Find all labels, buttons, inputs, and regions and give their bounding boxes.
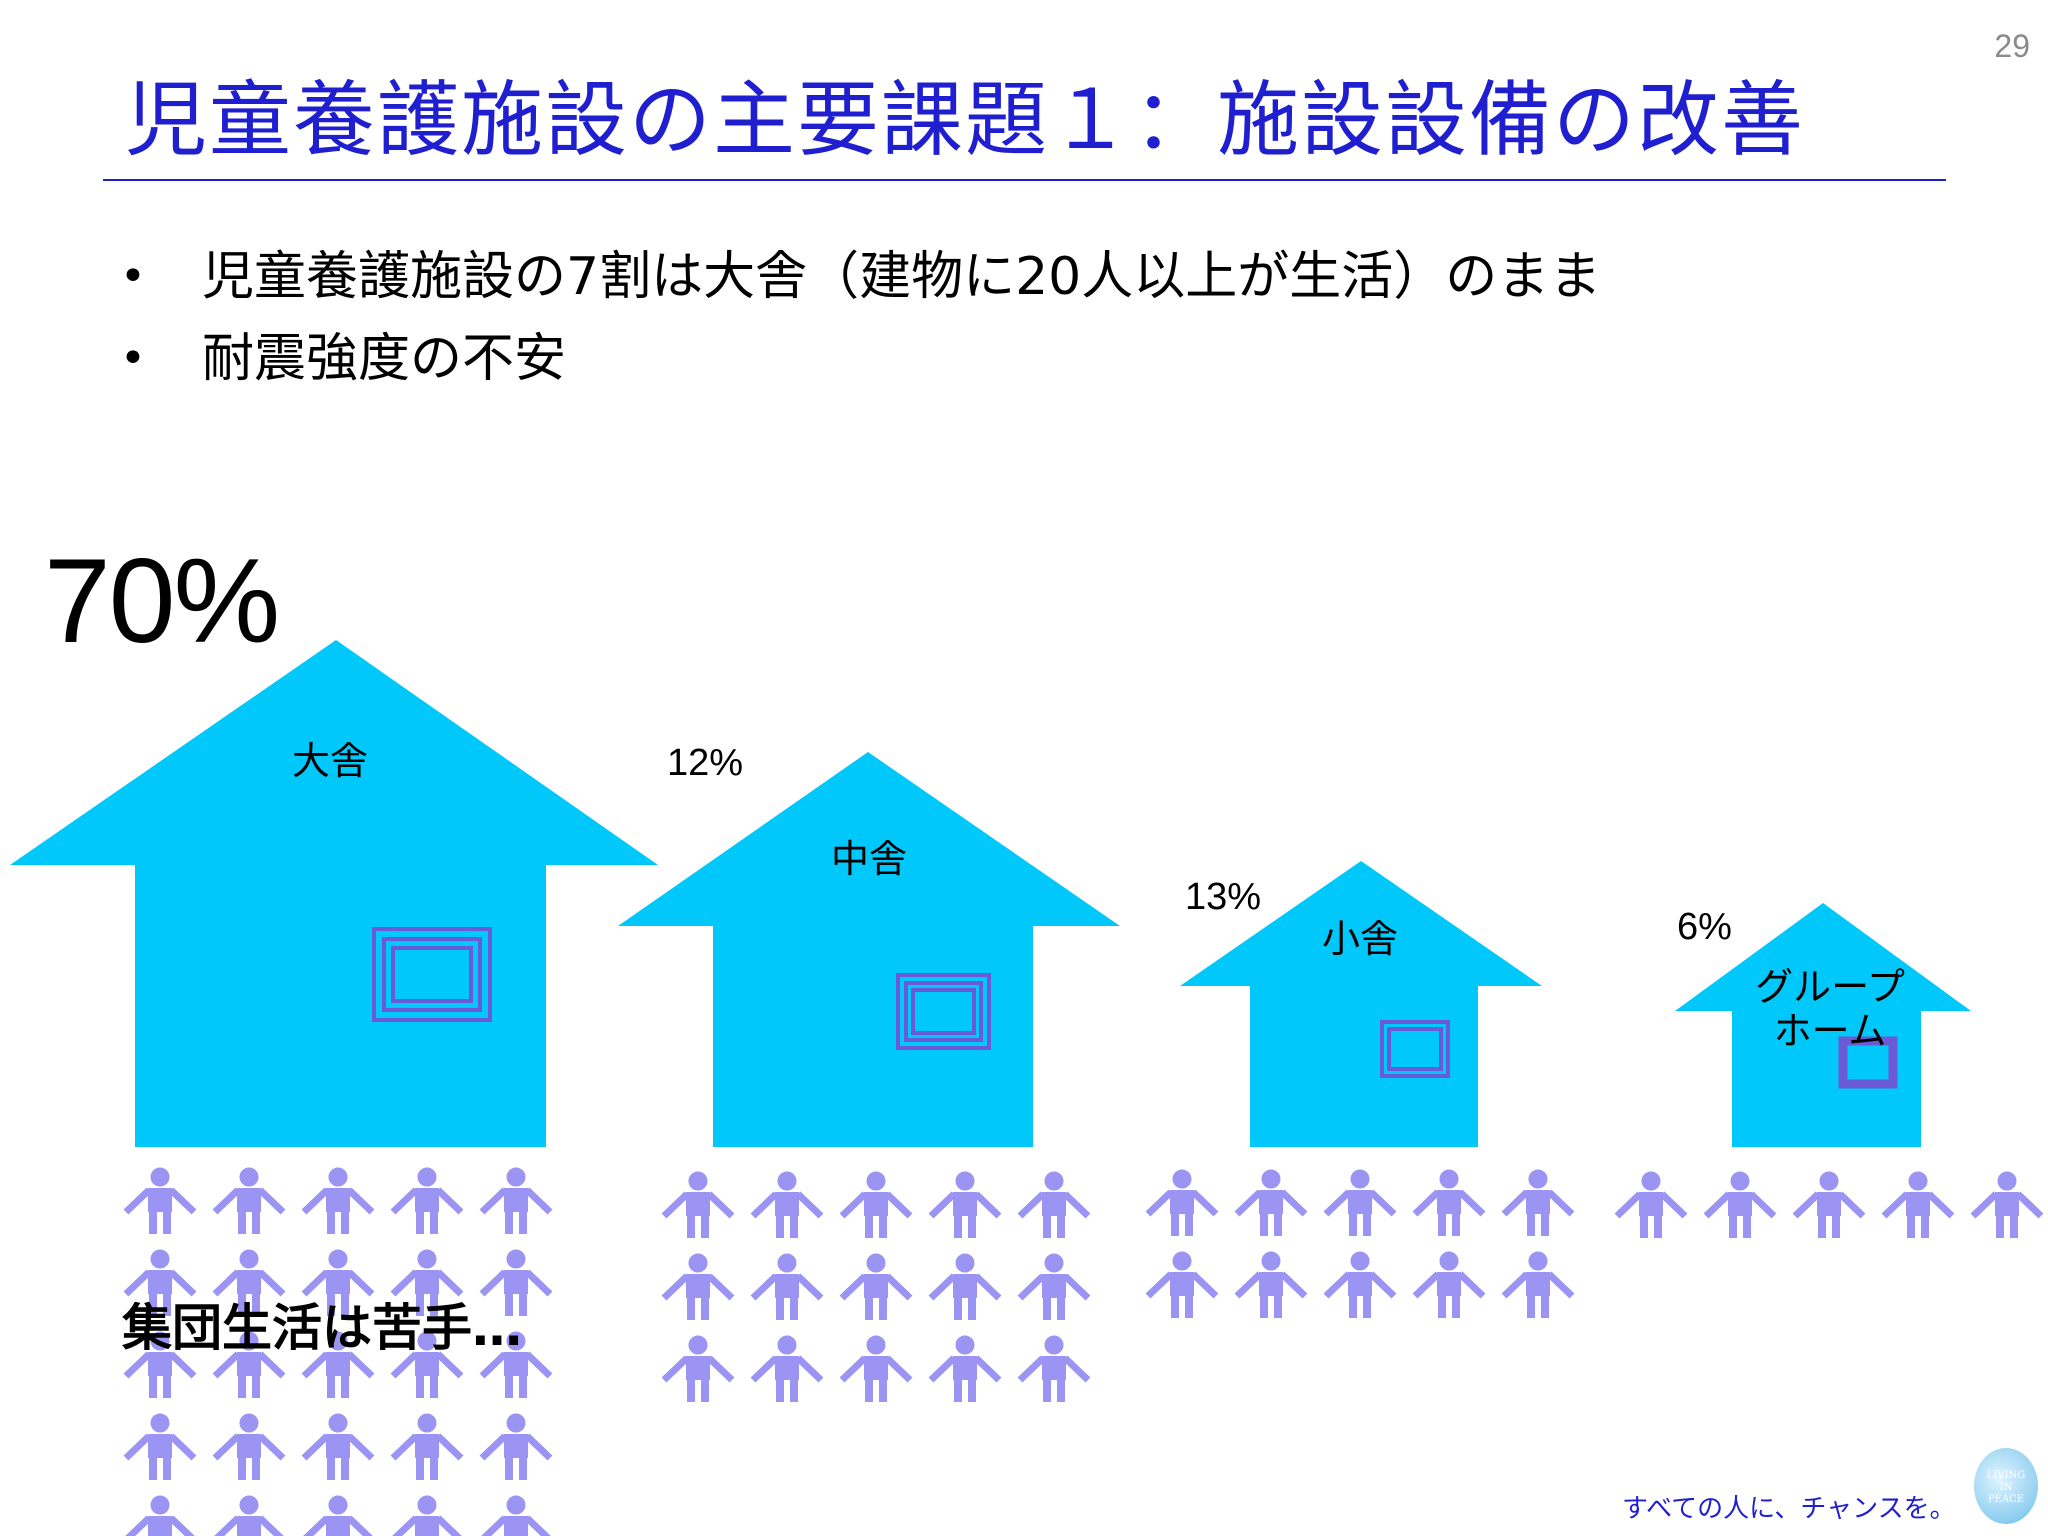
person-icon xyxy=(392,1495,462,1536)
person-icon xyxy=(750,1335,824,1402)
person-icon xyxy=(212,1249,286,1316)
house-label-small: 小舎 xyxy=(1322,917,1399,961)
person-icon xyxy=(390,1331,464,1398)
bullet-item: • 児童養護施設の7割は大舎（建物に20人以上が生活）のまま xyxy=(120,236,1601,318)
house-label-medium: 中舎 xyxy=(831,837,908,881)
person-icon xyxy=(839,1253,913,1320)
person-icon xyxy=(479,1413,553,1480)
person-icon xyxy=(301,1331,375,1398)
bullet-dot: • xyxy=(120,251,146,302)
house-large xyxy=(10,640,658,1147)
person-icon xyxy=(839,1171,913,1238)
bullet-text: 児童養護施設の7割は大舎（建物に20人以上が生活）のまま xyxy=(202,247,1602,307)
person-icon xyxy=(479,1249,553,1316)
bullet-text: 耐震強度の不安 xyxy=(202,329,567,389)
person-icon xyxy=(1792,1171,1866,1238)
person-icon xyxy=(928,1171,1002,1238)
house-small-shape xyxy=(1180,861,1542,1147)
person-icon xyxy=(661,1335,735,1402)
person-icon xyxy=(125,1495,195,1536)
person-icon xyxy=(479,1331,553,1398)
person-icon xyxy=(1017,1335,1091,1402)
person-icon xyxy=(750,1253,824,1320)
house-label-group-home: グループ ホーム xyxy=(1740,965,1920,1053)
bullet-dot: • xyxy=(120,333,146,384)
window-icon xyxy=(896,973,991,1050)
logo: LIVING IN PEACE xyxy=(1974,1448,2038,1524)
person-icon xyxy=(1017,1171,1091,1238)
person-icon xyxy=(1234,1169,1308,1236)
person-icon xyxy=(390,1167,464,1234)
person-icon xyxy=(212,1413,286,1480)
window-icon xyxy=(1838,1036,1898,1089)
house-large-shape xyxy=(10,640,658,1147)
slide-title: 児童養護施設の主要課題１：施設設備の改善 xyxy=(125,73,1806,168)
house-medium xyxy=(618,752,1120,1147)
window-icon xyxy=(372,927,492,1022)
window-icon xyxy=(1380,1020,1450,1078)
person-icon xyxy=(1234,1251,1308,1318)
logo-text-line2: IN xyxy=(1999,1482,2013,1493)
house-label-large: 大舎 xyxy=(292,739,369,783)
person-icon xyxy=(1412,1169,1486,1236)
person-icon xyxy=(303,1495,373,1536)
person-icon xyxy=(1323,1169,1397,1236)
footer-slogan: すべての人に、チャンスを。 xyxy=(1622,1494,1956,1524)
percent-medium: 12% xyxy=(667,742,744,784)
person-icon xyxy=(928,1253,1002,1320)
person-icon xyxy=(479,1167,553,1234)
person-icon xyxy=(928,1335,1002,1402)
house-label-group-home-line2: ホーム xyxy=(1773,1008,1887,1053)
person-icon xyxy=(661,1171,735,1238)
person-icon xyxy=(123,1413,197,1480)
logo-text-line3: PEACE xyxy=(1987,1494,2025,1505)
house-label-group-home-line1: グループ xyxy=(1755,965,1905,1009)
person-icon xyxy=(390,1249,464,1316)
person-icon xyxy=(123,1331,197,1398)
person-icon xyxy=(1501,1169,1575,1236)
person-icon xyxy=(1145,1169,1219,1236)
percent-group-home: 6% xyxy=(1677,906,1732,948)
person-icon xyxy=(1323,1251,1397,1318)
person-icon xyxy=(481,1495,551,1536)
person-icon xyxy=(1970,1171,2044,1238)
person-icon xyxy=(1412,1251,1486,1318)
person-icon xyxy=(839,1335,913,1402)
person-icon xyxy=(301,1413,375,1480)
percent-large: 70% xyxy=(44,534,280,668)
bullet-item: • 耐震強度の不安 xyxy=(120,318,1601,400)
person-icon xyxy=(1614,1171,1688,1238)
person-icon xyxy=(1881,1171,1955,1238)
percent-small: 13% xyxy=(1185,876,1262,918)
caption: 集団生活は苦手… xyxy=(122,1299,522,1357)
person-icon xyxy=(123,1167,197,1234)
person-icon xyxy=(301,1167,375,1234)
title-underline xyxy=(103,179,1946,181)
person-icon xyxy=(750,1171,824,1238)
person-icon xyxy=(214,1495,284,1536)
person-icon xyxy=(212,1167,286,1234)
bullet-list: • 児童養護施設の7割は大舎（建物に20人以上が生活）のまま • 耐震強度の不安 xyxy=(120,236,1601,400)
person-icon xyxy=(301,1249,375,1316)
person-icon xyxy=(123,1249,197,1316)
house-medium-shape xyxy=(618,752,1120,1147)
person-icon xyxy=(390,1413,464,1480)
person-icon xyxy=(661,1253,735,1320)
page-number: 29 xyxy=(1994,28,2030,64)
house-small xyxy=(1180,861,1542,1147)
person-icon xyxy=(1017,1253,1091,1320)
person-icon xyxy=(1703,1171,1777,1238)
person-icon xyxy=(212,1331,286,1398)
house-group-home xyxy=(1675,903,1971,1147)
logo-text-line1: LIVING xyxy=(1986,1470,2026,1481)
people-groups xyxy=(123,1167,2044,1536)
person-icon xyxy=(1145,1251,1219,1318)
person-icon xyxy=(1501,1251,1575,1318)
